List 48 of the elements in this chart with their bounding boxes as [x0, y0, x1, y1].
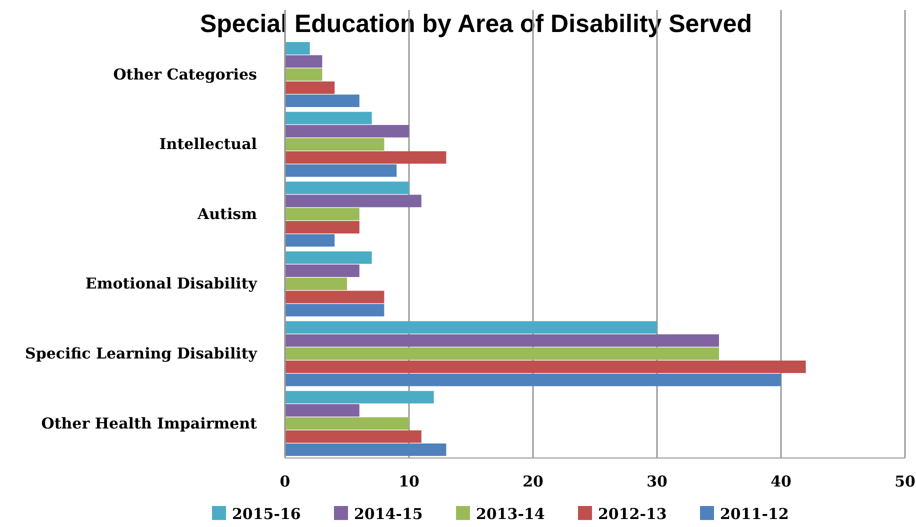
x-tick-label: 40 [770, 472, 792, 491]
bar [285, 194, 422, 208]
bar [285, 390, 434, 404]
bar [285, 251, 372, 264]
bar [285, 68, 322, 81]
bar [285, 404, 360, 417]
bar [285, 443, 446, 456]
legend-label: 2013-14 [476, 505, 545, 523]
legend-label: 2012-13 [598, 505, 667, 523]
bar [285, 278, 347, 290]
x-tick-label: 30 [646, 472, 668, 491]
bar [285, 81, 335, 94]
x-tick-label: 20 [522, 472, 544, 491]
bar [285, 321, 657, 334]
bar [285, 360, 806, 374]
bar [285, 417, 409, 430]
bar [285, 151, 446, 164]
bar [285, 138, 384, 151]
bar [285, 112, 372, 124]
x-tick-label: 10 [398, 472, 420, 491]
bar [285, 304, 384, 316]
bar [285, 164, 397, 177]
bar [285, 347, 719, 360]
y-tick-label: Autism [196, 204, 258, 223]
x-tick-label: 50 [894, 472, 916, 491]
bar [285, 42, 310, 55]
y-tick-label: Other Categories [113, 65, 257, 84]
y-tick-label: Other Health Impairment [41, 414, 258, 432]
bar [285, 430, 422, 443]
bar [285, 264, 360, 277]
bar [285, 208, 360, 220]
y-tick-label: Specific Learning Disability [25, 344, 258, 362]
bar [285, 55, 322, 68]
legend-label: 2014-15 [354, 505, 423, 523]
bar [285, 234, 335, 247]
chart-title: Special Education by Area of Disability Served [200, 10, 752, 38]
bar [285, 374, 781, 386]
bar [285, 221, 360, 234]
legend-label: 2015-16 [232, 505, 301, 523]
legend-label: 2011-12 [720, 505, 789, 523]
y-tick-label: Intellectual [159, 135, 258, 154]
bar [285, 182, 409, 194]
bar [285, 94, 360, 108]
bar [285, 124, 409, 138]
x-tick-label: 0 [280, 472, 290, 491]
bar [285, 290, 384, 304]
bar [285, 334, 719, 347]
y-tick-label: Emotional Disability [85, 274, 258, 293]
